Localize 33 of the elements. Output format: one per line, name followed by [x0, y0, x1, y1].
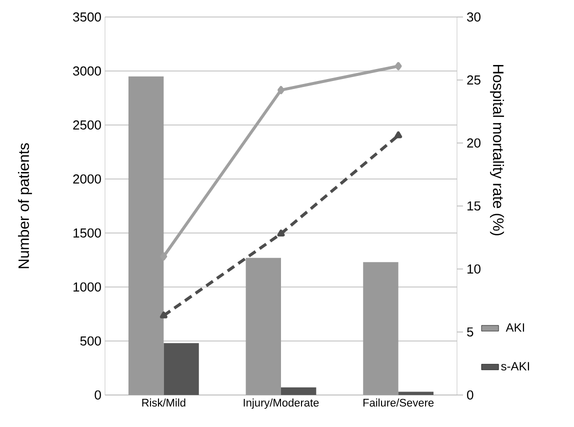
y-tick-label: 3500	[73, 12, 101, 22]
y-tick-label: 2000	[73, 174, 101, 184]
bar	[363, 262, 398, 395]
point	[277, 230, 285, 237]
bar	[246, 258, 281, 395]
legend-label: s-AKI	[501, 362, 530, 370]
y-tick-label: 0	[94, 390, 101, 400]
y2-tick-label: 5	[467, 327, 474, 337]
y-tick-label: 3000	[73, 66, 101, 76]
legend-label: AKI	[506, 323, 524, 332]
point	[394, 131, 402, 138]
x-tick-label: Risk/Mild	[142, 398, 186, 407]
y2-axis-title: Hospital mortality rate (%)	[490, 64, 504, 236]
y-tick-label: 500	[80, 336, 101, 346]
y2-tick-label: 25	[467, 75, 480, 85]
y2-tick-label: 0	[467, 390, 474, 400]
point	[394, 62, 402, 70]
y-tick-label: 2500	[73, 120, 101, 130]
bar	[164, 343, 199, 395]
y2-tick-label: 20	[467, 138, 480, 148]
y-axis-title: Number of patients	[18, 143, 32, 268]
y-tick-label: 1500	[74, 228, 101, 238]
point	[160, 312, 168, 318]
bar	[280, 387, 316, 395]
y-tick-label: 1000	[74, 282, 101, 292]
point	[160, 252, 168, 260]
y2-tick-label: 10	[468, 264, 480, 274]
bar	[398, 392, 434, 395]
point	[278, 86, 284, 94]
y2-tick-label: 15	[468, 201, 480, 211]
y2-tick-label: 30	[467, 12, 480, 22]
x-tick-label: Failure/Severe	[363, 398, 434, 407]
x-tick-label: Injury/Moderate	[244, 398, 319, 409]
